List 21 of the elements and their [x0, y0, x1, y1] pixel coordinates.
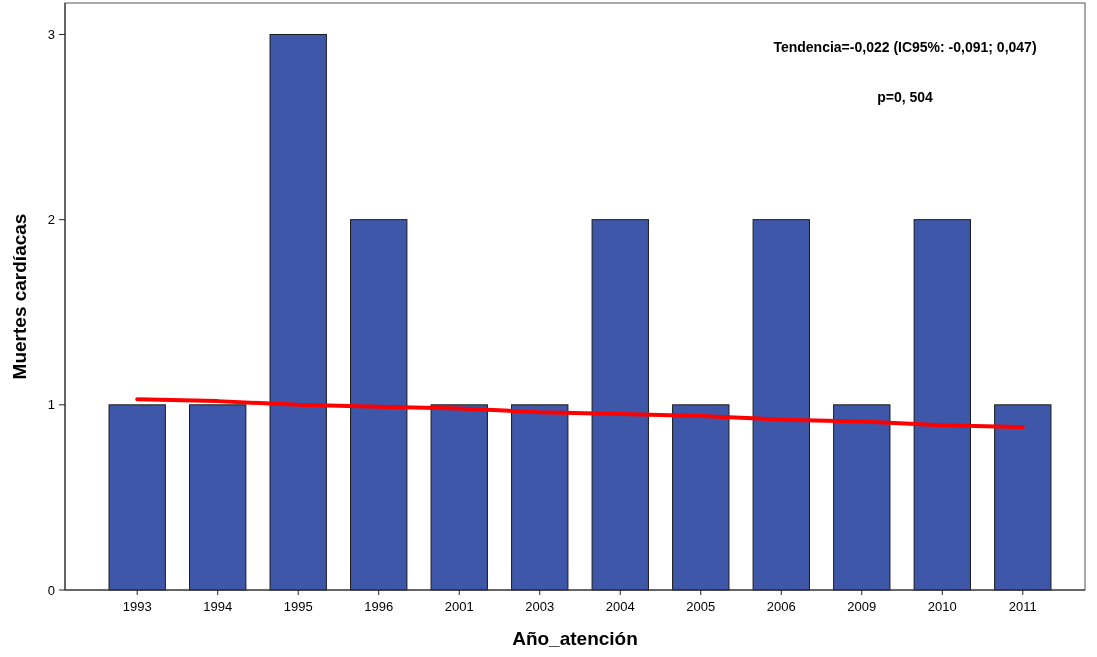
x-tick-label: 1995	[283, 599, 313, 614]
x-tick-label: 1993	[122, 599, 152, 614]
x-tick-label: 2009	[847, 599, 877, 614]
x-tick-label: 2010	[927, 599, 957, 614]
x-tick-label: 2003	[525, 599, 555, 614]
y-tick-label: 2	[47, 212, 55, 228]
line-series	[135, 397, 1025, 430]
y-tick-label: 1	[47, 397, 55, 413]
x-tick-label: 2006	[766, 599, 796, 614]
x-axis-title: Año_atención	[512, 628, 638, 649]
x-tick-label: 2005	[686, 599, 716, 614]
x-tick-label: 1996	[364, 599, 394, 614]
x-tick-label: 2001	[444, 599, 474, 614]
x-tick-label: 2011	[1008, 599, 1037, 614]
y-axis-title: Muertes cardíacas	[9, 213, 30, 380]
annotation: Tendencia=-0,022 (IC95%: -0,091; 0,047)	[773, 39, 1037, 55]
y-tick-label: 0	[47, 582, 55, 598]
y-tick-label: 3	[47, 27, 55, 43]
annotation: p=0, 504	[877, 89, 934, 105]
x-tick-label: 1994	[203, 599, 233, 614]
x-tick-label: 2004	[605, 599, 635, 614]
